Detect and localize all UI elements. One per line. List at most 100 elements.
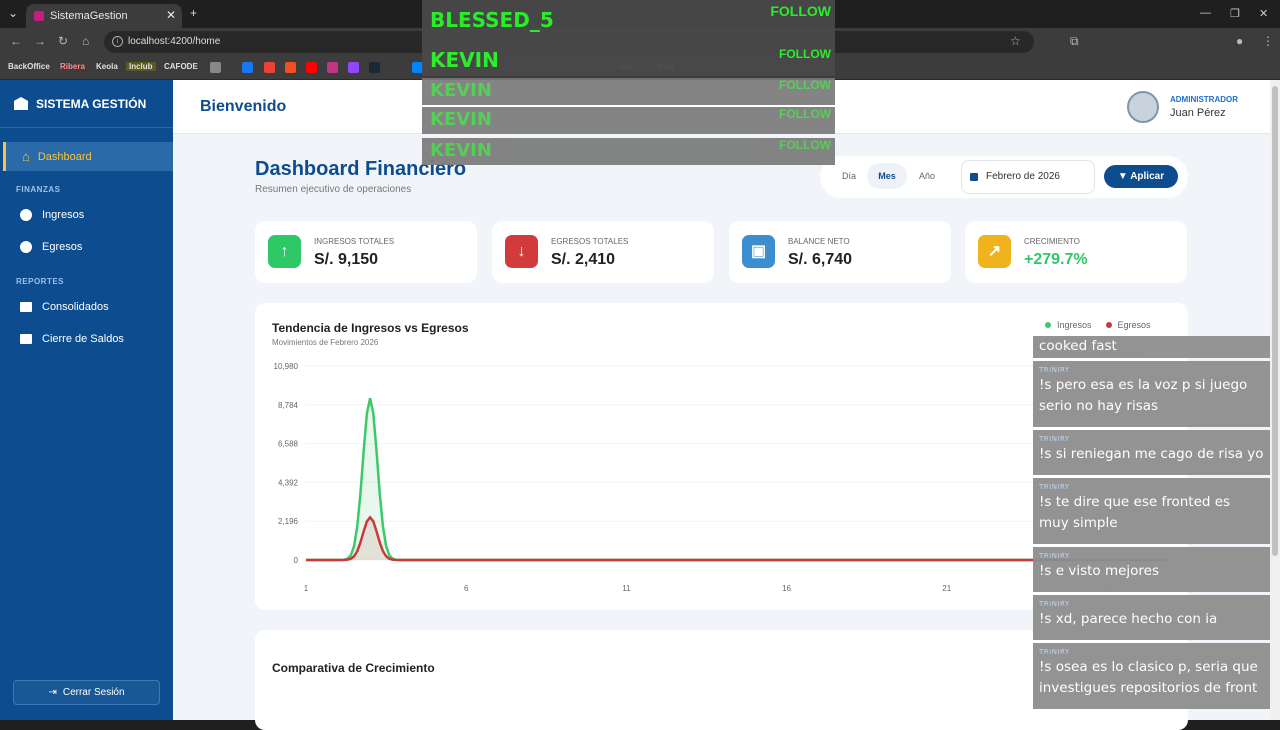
chart-title: Tendencia de Ingresos vs Egresos: [272, 321, 469, 335]
profile-icon[interactable]: ●: [1236, 34, 1244, 48]
kpi-label: EGRESOS TOTALES: [551, 237, 629, 246]
youtube-icon[interactable]: [306, 62, 317, 73]
period-month-button[interactable]: Mes: [867, 163, 907, 189]
overlay-row: KEVIN FOLLOW: [422, 107, 835, 134]
home-icon[interactable]: ⌂: [82, 34, 90, 48]
wallet-icon: ▣: [742, 235, 775, 268]
close-window-icon[interactable]: ✕: [1259, 8, 1269, 20]
menu-icon[interactable]: ⋮: [1262, 34, 1274, 48]
brand: SISTEMA GESTIÓN: [0, 80, 173, 128]
overlay-name: BLESSED_5: [430, 8, 554, 32]
dashboard-title: Dashboard Financiero: [255, 158, 467, 180]
sidebar-item-label: Cierre de Saldos: [42, 333, 124, 345]
chat-text: !s pero esa es la voz p si juego serio n…: [1039, 377, 1248, 414]
maximize-icon[interactable]: ❐: [1230, 8, 1240, 20]
site-info-icon[interactable]: i: [112, 36, 123, 47]
user-role: ADMINISTRADOR: [1170, 95, 1238, 104]
gmail-icon[interactable]: [264, 62, 275, 73]
favicon-icon: [34, 11, 44, 21]
forward-icon[interactable]: →: [34, 34, 46, 48]
period-day-button[interactable]: Día: [841, 171, 856, 181]
page-scrollbar[interactable]: [1270, 80, 1280, 720]
bookmark-inclub[interactable]: Inclub: [126, 62, 156, 71]
kpi-ingresos: ↑ INGRESOS TOTALES S/. 9,150: [255, 221, 477, 283]
bank-icon: [14, 97, 28, 110]
sidebar-item-dashboard[interactable]: ⌂ Dashboard: [3, 142, 173, 171]
new-tab-icon[interactable]: +: [190, 6, 198, 20]
facebook-icon[interactable]: [242, 62, 253, 73]
chat-text: !s osea es lo clasico p, seria que inves…: [1039, 659, 1258, 696]
steam-icon[interactable]: [369, 62, 380, 73]
apply-label: Aplicar: [1130, 171, 1165, 182]
apply-button[interactable]: ▼ Aplicar: [1104, 165, 1178, 188]
table-icon: [20, 334, 32, 344]
logout-button[interactable]: ⇥ Cerrar Sesión: [13, 680, 160, 705]
bookmark-ribera[interactable]: Ribera: [60, 62, 85, 71]
legend-egresos[interactable]: Egresos: [1117, 320, 1151, 330]
calendar-icon: [970, 173, 978, 181]
chat-user: TRINIRY: [1039, 552, 1070, 560]
arrow-up-icon: ↑: [268, 235, 301, 268]
kpi-label: BALANCE NETO: [788, 237, 850, 246]
chart-legend: Ingresos Egresos: [1045, 320, 1151, 330]
logout-icon: ⇥: [48, 687, 57, 698]
tab-list-chevron-icon[interactable]: ⌄: [8, 6, 19, 20]
chat-user: TRINIRY: [1039, 366, 1070, 374]
chat-message: TRINIRY !s e visto mejores: [1033, 547, 1270, 592]
x-tick-label: 1: [304, 584, 309, 593]
overlay-follow: FOLLOW: [779, 78, 831, 92]
sidebar-item-ingresos[interactable]: Ingresos: [20, 209, 84, 221]
browser-tab[interactable]: SistemaGestion ✕: [26, 4, 182, 28]
chat-text: !s te dire que ese fronted es muy simple: [1039, 494, 1231, 531]
chart-subtitle: Movimientos de Febrero 2026: [272, 338, 379, 347]
kpi-crecimiento: ↗ CRECIMIENTO +279.7%: [965, 221, 1187, 283]
bookmark-star-icon[interactable]: ☆: [1010, 34, 1021, 48]
arrow-down-icon: ↓: [505, 235, 538, 268]
sidebar-item-cierre[interactable]: Cierre de Saldos: [20, 333, 124, 345]
back-icon[interactable]: ←: [10, 34, 22, 48]
instagram-icon[interactable]: [327, 62, 338, 73]
kpi-label: CRECIMIENTO: [1024, 237, 1080, 246]
extensions-icon[interactable]: ⧉: [1070, 34, 1079, 48]
y-tick-label: 6,588: [278, 440, 299, 449]
page-title: Bienvenido: [200, 98, 287, 115]
bookmark-backoffice[interactable]: BackOffice: [8, 62, 50, 71]
messenger-icon[interactable]: [412, 62, 423, 73]
avatar[interactable]: [1127, 91, 1159, 123]
period-filters: Día Mes Año Febrero de 2026 ▼ Aplicar: [820, 156, 1188, 198]
bookmark-cafode[interactable]: CAFODE: [164, 62, 198, 71]
chat-text: !s e visto mejores: [1039, 563, 1160, 579]
plus-circle-icon: [20, 209, 32, 221]
period-year-button[interactable]: Año: [918, 171, 935, 181]
reload-icon[interactable]: ↻: [58, 34, 69, 48]
sidebar-item-label: Consolidados: [42, 301, 109, 313]
office-icon[interactable]: [285, 62, 296, 73]
scrollbar-thumb[interactable]: [1272, 86, 1278, 556]
kpi-value: S/. 6,740: [788, 251, 853, 268]
legend-ingresos[interactable]: Ingresos: [1057, 320, 1092, 330]
kpi-egresos: ↓ EGRESOS TOTALES S/. 2,410: [492, 221, 714, 283]
chat-message: TRINIRY !s te dire que ese fronted es mu…: [1033, 478, 1270, 544]
sidebar-item-consolidados[interactable]: Consolidados: [20, 301, 109, 313]
chat-message: TRINIRY !s osea es lo clasico p, seria q…: [1033, 643, 1270, 709]
legend-swatch: [1105, 322, 1112, 328]
chat-user: TRINIRY: [1039, 648, 1070, 656]
home-icon: ⌂: [22, 149, 30, 164]
close-tab-icon[interactable]: ✕: [165, 8, 176, 22]
bookmark-icon[interactable]: [210, 62, 221, 73]
series-line-egresos: [306, 515, 1168, 562]
chat-message: TRINIRY !s pero esa es la voz p si juego…: [1033, 361, 1270, 427]
kpi-value: +279.7%: [1024, 251, 1088, 268]
y-tick-label: 10,980: [274, 362, 299, 371]
minimize-icon[interactable]: —: [1200, 7, 1211, 19]
chat-message: TRINIRY !s xd, parece hecho con ia: [1033, 595, 1270, 640]
chat-message: TRINIRY !s si reniegan me cago de risa y…: [1033, 430, 1270, 475]
twitch-icon[interactable]: [348, 62, 359, 73]
date-picker[interactable]: Febrero de 2026: [961, 160, 1095, 194]
kpi-label: INGRESOS TOTALES: [314, 237, 395, 246]
stream-follow-overlay: BLESSED_5 FOLLOW KEVIN FOLLOW KEVIN FOLL…: [422, 0, 835, 166]
legend-swatch: [1045, 322, 1051, 328]
sidebar-item-egresos[interactable]: Egresos: [20, 241, 82, 253]
bookmark-keola[interactable]: Keola: [96, 62, 118, 71]
